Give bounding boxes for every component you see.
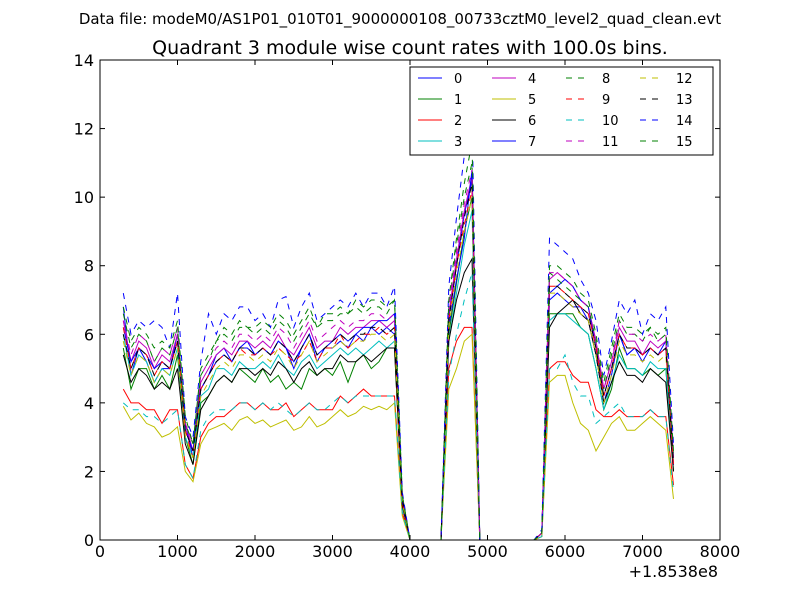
legend-label-15: 15 xyxy=(676,135,693,150)
legend-label-3: 3 xyxy=(454,135,462,150)
legend-label-5: 5 xyxy=(528,93,536,108)
series-lines-layer xyxy=(122,114,674,541)
y-tick-label: 2 xyxy=(84,462,94,481)
x-tick-label: 8000 xyxy=(700,542,741,561)
figure-suptitle: Data file: modeM0/AS1P01_010T01_90000001… xyxy=(79,10,721,29)
series-line-15 xyxy=(122,142,674,541)
x-tick-label: 6000 xyxy=(545,542,586,561)
legend-label-0: 0 xyxy=(454,72,462,87)
x-tick-label: 5000 xyxy=(467,542,508,561)
legend-label-10: 10 xyxy=(602,114,619,129)
legend-label-9: 9 xyxy=(602,93,610,108)
legend-label-8: 8 xyxy=(602,72,610,87)
legend-label-13: 13 xyxy=(676,93,693,108)
series-line-10 xyxy=(122,272,674,541)
legend-box xyxy=(409,66,714,156)
y-tick-label: 6 xyxy=(84,325,94,344)
legend-label-1: 1 xyxy=(454,93,462,108)
legend-label-2: 2 xyxy=(454,114,462,129)
legend-label-12: 12 xyxy=(676,72,693,87)
y-tick-label: 0 xyxy=(84,531,94,550)
legend-label-4: 4 xyxy=(528,72,536,87)
ticks-layer: 0 1000 2000 3000 4000 5000 6000 7000 80000246810… xyxy=(74,51,741,561)
x-tick-label: 0 xyxy=(95,542,105,561)
legend-label-6: 6 xyxy=(528,114,536,129)
y-tick-label: 14 xyxy=(74,51,94,70)
y-tick-label: 10 xyxy=(74,188,94,207)
legend-label-7: 7 xyxy=(528,135,536,150)
x-tick-label: 1000 xyxy=(157,542,198,561)
legend-label-14: 14 xyxy=(676,114,693,129)
y-tick-label: 8 xyxy=(84,257,94,276)
x-tick-label: 4000 xyxy=(390,542,431,561)
x-tick-label: 7000 xyxy=(622,542,663,561)
legend-label-11: 11 xyxy=(602,135,619,150)
x-tick-label: 3000 xyxy=(312,542,353,561)
chart-title: Quadrant 3 module wise count rates with … xyxy=(152,37,668,59)
y-tick-label: 12 xyxy=(74,120,94,139)
x-offset-label: +1.8538e8 xyxy=(629,562,718,581)
series-line-5 xyxy=(122,333,674,541)
x-tick-label: 2000 xyxy=(235,542,276,561)
y-tick-label: 4 xyxy=(84,394,94,413)
